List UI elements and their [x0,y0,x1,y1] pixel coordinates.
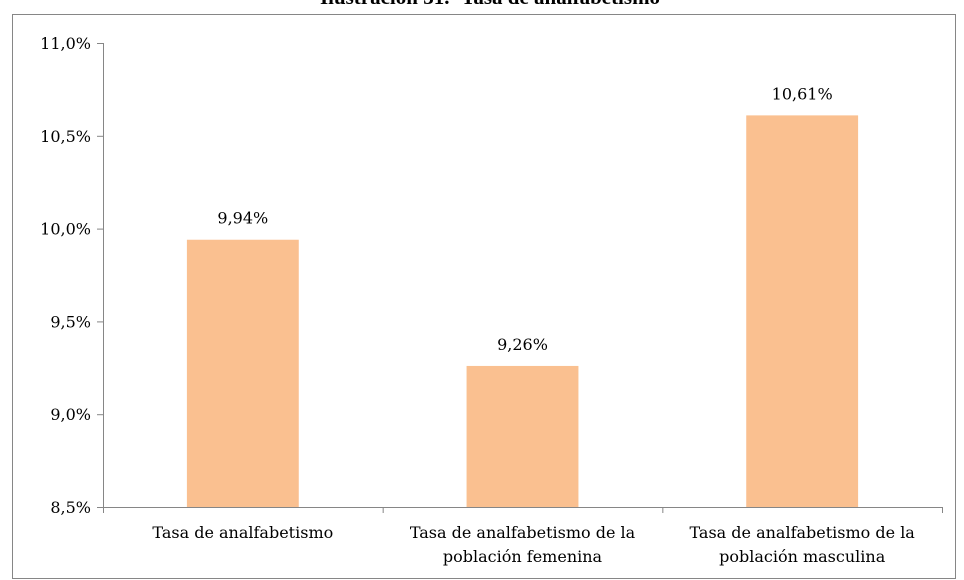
bar [186,239,299,507]
y-tick-label: 10,5% [40,127,91,146]
y-tick-label: 11,0% [40,34,91,53]
x-tick-label: Tasa de analfabetismo de la población fem… [410,523,636,566]
y-tick-label: 9,5% [50,312,91,331]
value-label: 10,61% [772,84,833,103]
x-tick-label: Tasa de analfabetismo [152,523,333,542]
y-tick-label: 9,0% [50,405,91,424]
value-label: 9,26% [497,335,548,354]
y-tick-label: 8,5% [50,498,91,517]
x-tick-label: Tasa de analfabetismo de la población mas… [689,523,915,566]
bar [746,115,859,507]
y-tick-label: 10,0% [40,220,91,239]
value-label: 9,94% [217,209,268,228]
chart-title: Ilustración 31.- Tasa de analfabetismo [320,0,660,9]
bar [466,365,579,507]
